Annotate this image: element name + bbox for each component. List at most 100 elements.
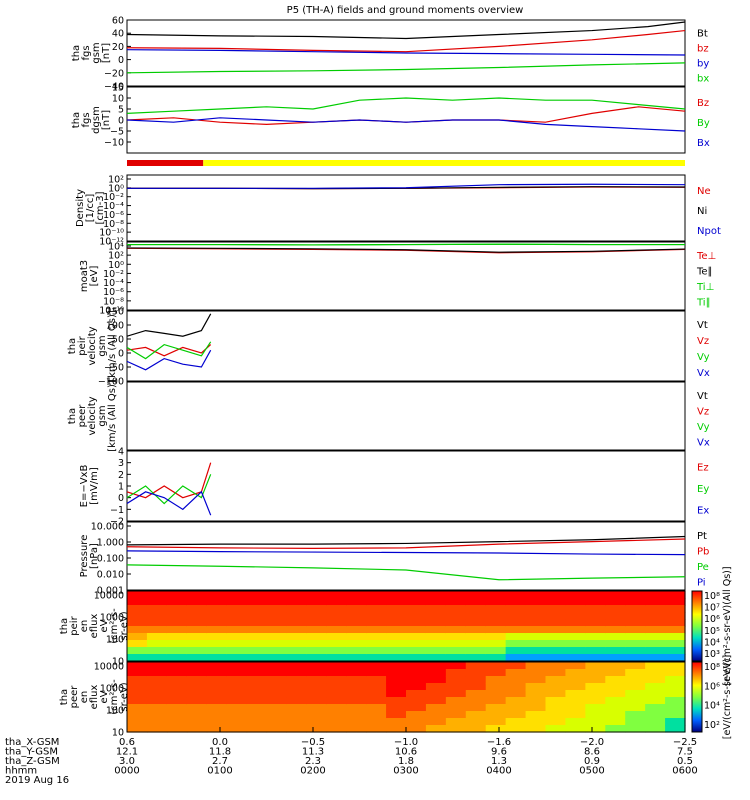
footer-value: −0.5: [301, 737, 325, 748]
footer-value: 11.3: [302, 747, 324, 758]
heatmap-cell: [206, 605, 228, 613]
heatmap-cell: [206, 647, 228, 655]
colorbar-tick-label: 10⁸: [704, 662, 720, 673]
heatmap-cell: [346, 619, 367, 627]
series-line-Ex: [126, 490, 212, 516]
heatmap-cell: [246, 647, 268, 655]
heatmap-cell: [565, 683, 586, 691]
legend-entry: Pt: [697, 531, 707, 542]
legend-entry: Ti∥: [696, 297, 711, 308]
footer-value: 0.6: [119, 737, 135, 748]
colorbar-label: [eV/(cm²-s-sr-eV)(All Qs)]: [722, 566, 733, 685]
heatmap-cell: [127, 676, 148, 684]
heatmap-cell: [625, 626, 646, 634]
series-line-Pb: [126, 538, 686, 549]
y-axis-label: [cm-3]: [95, 191, 106, 224]
heatmap-cell: [226, 669, 248, 677]
heatmap-cell: [505, 633, 527, 641]
heatmap-cell: [565, 697, 586, 705]
y-axis-label: [eV]: [89, 266, 100, 287]
heatmap-cell: [445, 633, 467, 641]
heatmap-cell: [306, 647, 327, 655]
heatmap-cell: [525, 725, 547, 733]
heatmap-cell: [366, 626, 387, 634]
heatmap-cell: [525, 647, 547, 655]
y-tick-label: 10⁻⁸: [103, 219, 124, 230]
y-tick-label: 50: [112, 335, 124, 346]
footer-row-label: 2019 Aug 16: [5, 775, 69, 786]
heatmap-cell: [545, 690, 567, 698]
heatmap-cell: [525, 669, 547, 677]
heatmap-cell: [127, 697, 148, 705]
panel-9: 10000 1000 100 10 tha peir en eflux eV (cm²-s-sr-…: [59, 566, 733, 685]
heatmap-cell: [226, 690, 248, 698]
heatmap-cell: [425, 662, 447, 670]
panel-frame: [126, 241, 686, 311]
heatmap-cell: [665, 605, 686, 613]
heatmap-cell: [625, 662, 646, 670]
status-bar-red: [127, 160, 204, 166]
heatmap-cell: [166, 626, 188, 634]
panel-frame: [126, 450, 686, 522]
y-axis-label: [nPa]: [89, 543, 100, 569]
colorbar-tick-label: 10⁵: [704, 626, 720, 637]
legend-entry: Te∥: [696, 266, 713, 277]
heatmap-cell: [406, 683, 427, 691]
heatmap-cell: [127, 626, 148, 634]
heatmap-cell: [326, 591, 347, 599]
heatmap-cell: [166, 633, 188, 641]
heatmap-cell: [425, 591, 447, 599]
heatmap-cell: [485, 633, 507, 641]
heatmap-cell: [226, 654, 248, 662]
heatmap-cell: [625, 605, 646, 613]
panel-6: tha peer velocity gsm [km/s (All Qs)] Vt Vz Vy V…: [67, 380, 710, 452]
y-axis-label: peir: [77, 335, 88, 355]
heatmap-cell: [645, 718, 666, 726]
heatmap-cell: [266, 697, 288, 705]
heatmap-cell: [425, 654, 447, 662]
heatmap-cell: [246, 669, 268, 677]
heatmap-cell: [585, 619, 606, 627]
heatmap-cell: [445, 683, 467, 691]
y-axis-label: tha: [71, 45, 82, 61]
heatmap-cell: [127, 647, 148, 655]
heatmap-cell: [146, 626, 168, 634]
heatmap-cell: [645, 669, 666, 677]
heatmap-cell: [625, 711, 646, 719]
heatmap-cell: [585, 669, 606, 677]
series-line-Ti∥: [127, 243, 685, 246]
footer-value: 11.8: [209, 747, 231, 758]
heatmap-cell: [625, 633, 646, 641]
heatmap-cell: [246, 690, 268, 698]
heatmap-cell: [445, 598, 467, 606]
heatmap-cell: [585, 654, 606, 662]
heatmap-cell: [306, 704, 327, 712]
heatmap-cell: [226, 683, 248, 691]
heatmap-cell: [585, 633, 606, 641]
legend-entry: Ex: [697, 505, 709, 516]
heatmap-cell: [246, 662, 268, 670]
panel-5: 150 100 50 0 −50 −100 tha peir velocity gsm [km/s …: [67, 307, 710, 388]
heatmap-cell: [346, 669, 367, 677]
heatmap-cell: [366, 718, 387, 726]
heatmap-cell: [266, 669, 288, 677]
y-tick-label: 10⁻⁶: [103, 210, 124, 221]
y-tick-label: 1000: [100, 684, 124, 695]
y-tick-label: 10⁻⁸: [103, 296, 124, 307]
heatmap-cell: [525, 711, 547, 719]
colorbar-tick-label: 10⁴: [704, 637, 720, 648]
heatmap-cell: [545, 711, 567, 719]
heatmap-cell: [266, 718, 288, 726]
heatmap-cell: [406, 725, 427, 733]
heatmap-cell: [206, 697, 228, 705]
heatmap-cell: [127, 683, 148, 691]
heatmap-cell: [366, 647, 387, 655]
heatmap-cell: [146, 647, 168, 655]
colorbar-tick-label: 10³: [704, 649, 720, 660]
heatmap-cell: [186, 669, 208, 677]
footer-row-label: tha_Z-GSM: [5, 756, 60, 767]
heatmap-cell: [585, 704, 606, 712]
heatmap-cell: [186, 697, 208, 705]
heatmap-cell: [166, 725, 188, 733]
